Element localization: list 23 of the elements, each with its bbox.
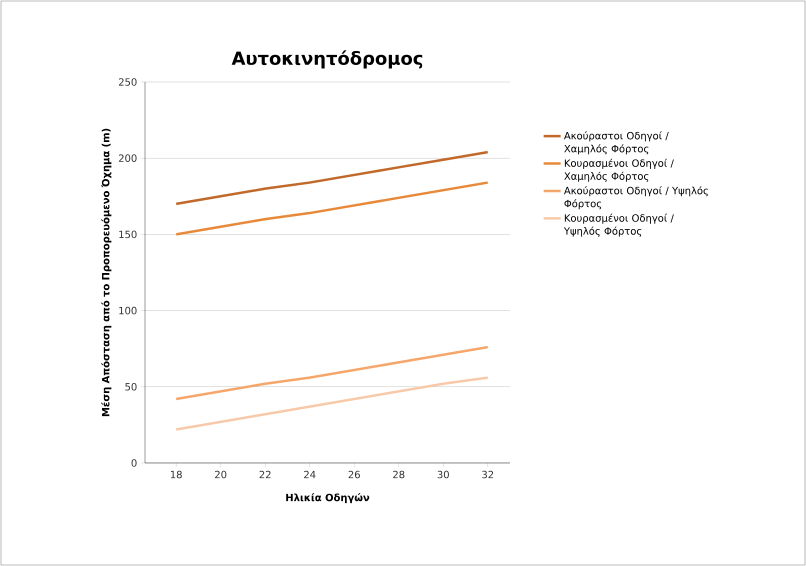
- x-axis-title: Ηλικία Οδηγών: [286, 493, 370, 504]
- legend-label: Ακούραστοι Οδηγοί / Χαμηλός Φόρτος: [564, 131, 669, 154]
- x-tick-label: 18: [170, 470, 182, 478]
- y-axis-title: Μέση Απόσταση από το Προπορευόμενο Όχημα (m): [101, 128, 112, 416]
- y-tick-label: 50: [125, 383, 137, 391]
- y-tick-label: 100: [119, 306, 137, 314]
- x-tick-label: 32: [482, 470, 494, 478]
- chart-title: Αυτοκινητόδρομος: [232, 50, 422, 68]
- x-tick-label: 26: [348, 470, 360, 478]
- y-tick-label: 250: [118, 78, 137, 86]
- legend-label: Κουρασμένοι Οδηγοί / Υψηλός Φόρτος: [564, 214, 674, 237]
- line-series: [174, 150, 490, 206]
- x-tick-label: 24: [304, 470, 316, 478]
- line-series: [174, 181, 490, 236]
- x-tick-label: 28: [393, 470, 404, 478]
- x-tick-label: 30: [438, 470, 449, 478]
- legend-label: Κουρασμένοι Οδηγοί / Χαμηλός Φόρτος: [564, 158, 674, 182]
- x-tick-label: 22: [260, 470, 271, 478]
- legend-label: Ακούραστοι Οδηγοί / Υψηλός Φόρτος: [564, 186, 708, 210]
- y-tick-label: 0: [132, 459, 137, 467]
- y-tick-label: 150: [119, 230, 137, 238]
- x-tick-label: 20: [215, 470, 226, 478]
- y-tick-label: 200: [118, 154, 137, 162]
